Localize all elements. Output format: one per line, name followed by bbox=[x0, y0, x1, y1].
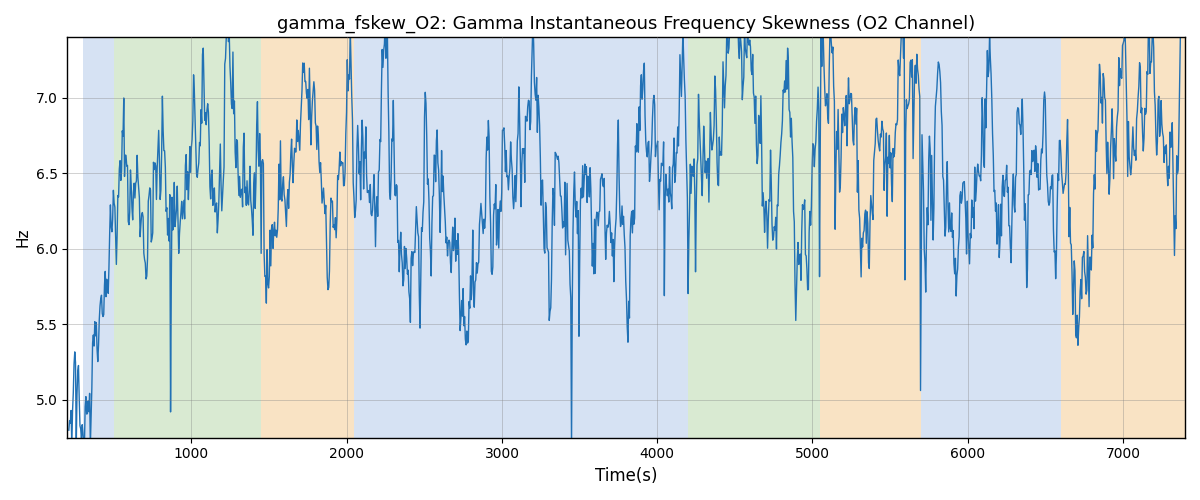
Bar bbox=[354, 38, 689, 438]
Y-axis label: Hz: Hz bbox=[16, 228, 30, 248]
Bar bbox=[262, 38, 354, 438]
Bar bbox=[689, 38, 820, 438]
Bar bbox=[820, 38, 922, 438]
Bar bbox=[1061, 38, 1184, 438]
Bar bbox=[922, 38, 1061, 438]
Bar bbox=[114, 38, 262, 438]
Title: gamma_fskew_O2: Gamma Instantaneous Frequency Skewness (O2 Channel): gamma_fskew_O2: Gamma Instantaneous Freq… bbox=[277, 15, 976, 34]
Bar bbox=[83, 38, 114, 438]
X-axis label: Time(s): Time(s) bbox=[595, 467, 658, 485]
